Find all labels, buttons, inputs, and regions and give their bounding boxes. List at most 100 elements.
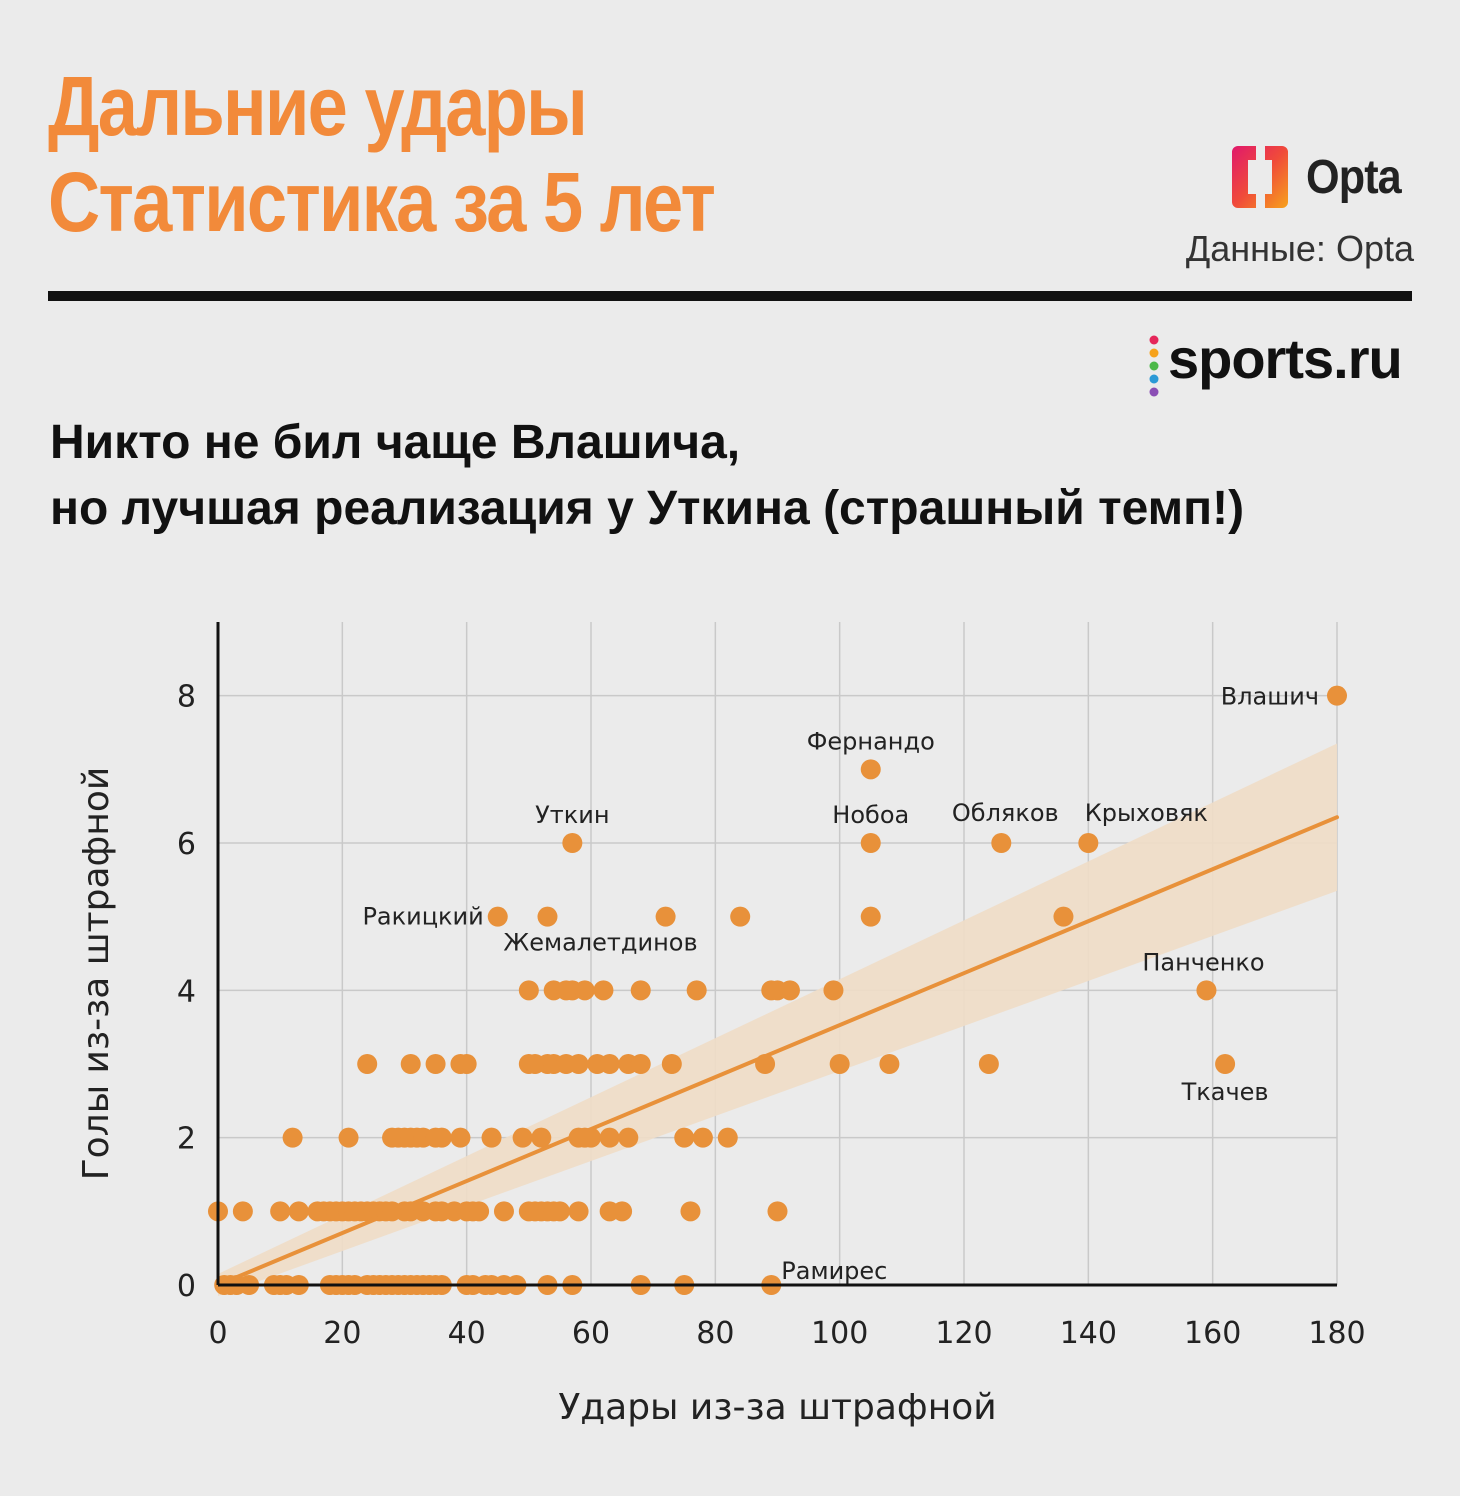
point-labels: Влашич Фернандо Уткин Нобоа Обляков Крыховяк Р… [362,683,1319,1285]
opta-brand: Opta [1306,151,1402,204]
data-point [755,1054,776,1074]
y-tick-label: 8 [177,680,196,715]
subtitle-line-2: но лучшая реализация у Уткина (страшный … [50,482,1245,535]
data-point [978,1054,999,1074]
data-point [717,1127,738,1148]
x-tick-label: 80 [696,1316,734,1351]
title-line-1: Дальние удары [48,59,588,153]
x-tick-label: 160 [1184,1316,1241,1351]
site-brand: sports.ru [1168,327,1403,390]
data-point [456,1054,477,1074]
data-source-label: Данные: Opta [1185,228,1414,269]
point-label: Рамирес [781,1257,887,1285]
labeled-point [991,833,1012,853]
data-point [518,980,539,1001]
y-tick-label: 2 [177,1122,196,1157]
data-point [599,1127,620,1148]
x-tick-label: 40 [448,1316,486,1351]
title-line-2: Статистика за 5 лет [48,155,716,249]
point-label: Обляков [952,799,1059,827]
confidence-band [218,743,1337,1297]
data-point [879,1054,900,1074]
data-point [338,1127,359,1148]
data-point [549,1201,570,1222]
data-point [612,1201,633,1222]
data-point [232,1201,253,1222]
y-tick-label: 4 [177,974,196,1009]
data-point [829,1054,850,1074]
data-point [674,1127,695,1148]
data-point [692,1127,713,1148]
data-point [531,1127,552,1148]
labeled-point [562,833,583,853]
data-point [1053,906,1074,927]
data-point [860,906,881,927]
x-tick-label: 120 [935,1316,992,1351]
x-tick-label: 100 [811,1316,868,1351]
point-label: Уткин [535,801,609,829]
subtitle-line-1: Никто не бил чаще Влашича, [50,416,741,469]
data-point [767,1201,788,1222]
sports-logo-icon [1149,335,1159,397]
point-label: Влашич [1221,683,1319,711]
labeled-point [537,906,558,927]
data-point [288,1201,309,1222]
point-label: Крыховяк [1085,799,1208,827]
labeled-point [1078,833,1099,853]
labeled-point [487,906,508,927]
scatter-chart: Влашич Фернандо Уткин Нобоа Обляков Крыховяк Р… [76,622,1366,1428]
data-point [270,1201,291,1222]
point-label: Фернандо [807,727,935,755]
labeled-point [1196,980,1217,1001]
data-point [599,1054,620,1074]
point-label: Жемалетдинов [503,929,697,957]
data-point [581,1127,601,1148]
data-point [630,1054,651,1074]
axes [216,622,1337,1287]
labeled-point [860,833,881,853]
x-tick-label: 20 [323,1316,361,1351]
point-label: Ракицкий [362,903,483,931]
data-point [425,1054,446,1074]
point-label: Нобоа [832,801,909,829]
x-tick-label: 140 [1060,1316,1117,1351]
data-point [574,980,595,1001]
data-point [593,980,614,1001]
labeled-point [1215,1054,1236,1074]
confidence-band-layer [218,743,1337,1297]
point-label: Ткачев [1181,1078,1269,1106]
data-point [686,980,707,1001]
data-point [357,1054,378,1074]
y-tick-label: 0 [177,1269,196,1304]
x-tick-label: 0 [208,1316,227,1351]
point-label: Панченко [1142,948,1264,976]
data-point [680,1201,701,1222]
y-axis-title: Голы из-за штрафной [76,767,117,1181]
subtitle: Никто не бил чаще Влашича, но лучшая реа… [50,410,1244,542]
opta-logo-icon [1232,140,1288,214]
data-point [779,980,800,1001]
x-tick-label: 60 [572,1316,610,1351]
labeled-point [1327,685,1347,706]
data-point [469,1201,490,1222]
chart-title: Дальние удары Статистика за 5 лет [48,58,716,250]
data-point [568,1054,589,1074]
data-point [730,906,751,927]
data-point [655,906,676,927]
data-point [618,1127,639,1148]
data-point [400,1054,421,1074]
data-point [661,1054,682,1074]
data-point [630,980,651,1001]
labeled-point [860,759,881,780]
y-tick-label: 6 [177,827,196,862]
data-point [512,1127,533,1148]
data-point [568,1201,589,1222]
data-point [481,1127,502,1148]
data-point [431,1127,452,1148]
data-points [208,685,1347,1295]
data-point [493,1201,514,1222]
data-point [450,1127,471,1148]
header-divider [48,291,1412,301]
data-point [282,1127,303,1148]
x-tick-label: 180 [1308,1316,1365,1351]
